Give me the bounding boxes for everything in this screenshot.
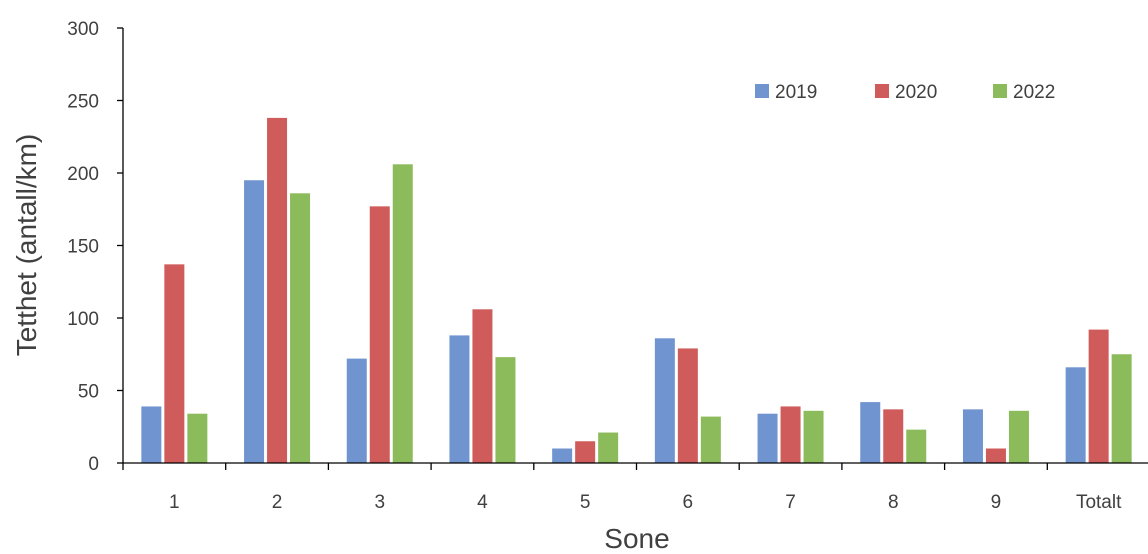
bar-2020-9 [985,448,1006,463]
y-tick-label: 250 [67,92,99,113]
x-axis-title: Sone [604,523,669,554]
bar-2022-9 [1008,410,1029,463]
bar-2019-4 [449,335,470,463]
bar-2019-6 [654,338,675,463]
bar-2020-4 [472,309,493,463]
bar-2020-5 [575,441,596,463]
bar-2019-8 [860,402,881,463]
x-ticks: 1 2 3 4 5 6 7 8 9 Totalt [122,463,1122,513]
bar-2019-5 [552,448,573,463]
x-tick-label: 9 [991,492,1002,513]
bar-2022-6 [700,416,721,463]
y-tick-label: 300 [67,19,99,40]
bar-2019-3 [346,358,367,463]
x-tick-label: 5 [580,492,591,513]
bar-2020-Totalt [1088,329,1109,463]
x-tick-label: 7 [785,492,796,513]
legend-swatch-2020 [875,84,889,98]
bar-2022-7 [803,410,824,463]
bar-2019-Totalt [1065,367,1086,463]
legend-swatch-2022 [993,84,1007,98]
y-tick-label: 200 [67,164,99,185]
bar-2022-3 [392,164,413,464]
bar-2019-7 [757,413,778,463]
y-ticks: 0 50 100 150 200 250 300 [67,19,123,475]
x-tick-label: 1 [169,492,180,513]
y-axis-title: Tetthet (antall/km) [11,134,42,357]
bar-2022-4 [495,357,516,463]
bar-2022-Totalt [1111,354,1132,463]
x-tick-label: Totalt [1076,492,1122,513]
bar-2020-1 [164,264,185,463]
bar-2019-1 [141,406,162,463]
x-tick-label: 8 [888,492,899,513]
x-tick-label: 4 [477,492,488,513]
legend: 2019 2020 2022 [755,82,1055,103]
bar-2022-8 [906,429,927,463]
bar-2020-7 [780,406,801,463]
bars-layer [141,117,1132,464]
legend-label: 2019 [775,82,817,103]
bar-2020-6 [677,348,698,463]
y-tick-label: 0 [88,454,99,475]
bar-2022-1 [187,413,208,463]
bar-2019-2 [244,180,265,463]
bar-2020-8 [883,409,904,463]
x-tick-label: 2 [272,492,283,513]
x-tick-label: 6 [683,492,694,513]
bar-2020-2 [267,117,288,464]
bar-2019-9 [962,409,983,463]
y-tick-label: 50 [78,382,99,403]
bar-2020-3 [369,206,390,463]
y-tick-label: 100 [67,309,99,330]
x-tick-label: 3 [374,492,385,513]
bar-2022-5 [598,432,619,463]
bar-2022-2 [290,193,311,464]
y-tick-label: 150 [67,237,99,258]
legend-swatch-2019 [755,84,769,98]
legend-label: 2020 [895,82,937,103]
legend-label: 2022 [1013,82,1055,103]
